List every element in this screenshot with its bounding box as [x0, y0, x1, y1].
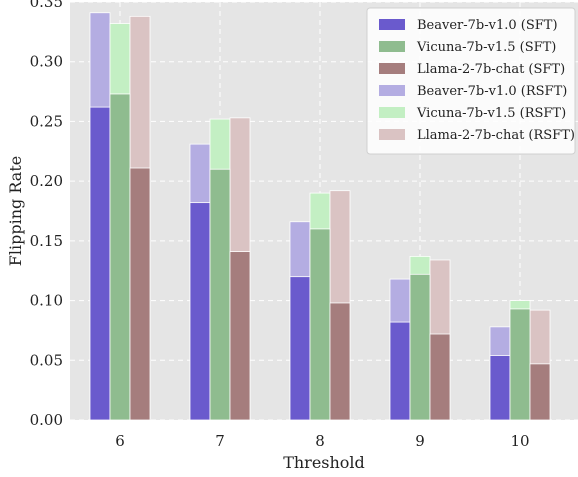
bar-vicuna-7b-v1-5-sft-8 [309, 228, 331, 421]
y-tick-label: 0.20 [30, 172, 63, 190]
bar-llama-2-7b-chat-sft-8 [329, 302, 351, 421]
x-tick-label: 10 [510, 432, 529, 450]
legend-swatch-beaver-7b-v1-0-sft [379, 19, 405, 30]
x-tick-label: 7 [215, 432, 225, 450]
x-tick-label: 9 [415, 432, 425, 450]
bar-beaver-7b-v1-0-sft-8 [289, 276, 311, 421]
legend-label-llama-2-7b-chat-sft: Llama-2-7b-chat (SFT) [417, 62, 565, 77]
legend-box [366, 7, 576, 155]
legend-swatch-vicuna-7b-v1-5-sft [379, 41, 405, 52]
legend-label-vicuna-7b-v1-5-sft: Vicuna-7b-v1.5 (SFT) [416, 40, 556, 55]
bar-llama-2-7b-chat-sft-6 [129, 167, 151, 421]
y-tick-label: 0.30 [30, 53, 63, 71]
y-tick-label: 0.10 [30, 292, 63, 310]
bars [89, 12, 551, 421]
bar-vicuna-7b-v1-5-sft-10 [509, 308, 531, 421]
y-tick-label: 0.05 [30, 351, 63, 369]
legend-swatch-llama-2-7b-chat-rsft [379, 129, 405, 140]
y-tick-label: 0.15 [30, 232, 63, 250]
legend-swatch-vicuna-7b-v1-5-rsft [379, 107, 405, 118]
legend: Beaver-7b-v1.0 (SFT) Vicuna-7b-v1.5 (SFT)… [366, 7, 576, 155]
x-tick-label: 6 [115, 432, 125, 450]
y-tick-label: 0.25 [30, 112, 63, 130]
bar-beaver-7b-v1-0-sft-6 [89, 106, 111, 421]
legend-swatch-beaver-7b-v1-0-rsft [379, 85, 405, 96]
bar-llama-2-7b-chat-sft-9 [429, 333, 451, 421]
bar-beaver-7b-v1-0-sft-10 [489, 355, 511, 421]
bar-vicuna-7b-v1-5-sft-9 [409, 273, 431, 421]
x-axis-ticks: 6 7 8 9 10 [115, 432, 529, 450]
legend-label-beaver-7b-v1-0-sft: Beaver-7b-v1.0 (SFT) [417, 18, 558, 33]
y-axis-label: Flipping Rate [6, 156, 25, 266]
x-axis-label: Threshold [283, 453, 365, 472]
bar-llama-2-7b-chat-sft-10 [529, 363, 551, 421]
bar-vicuna-7b-v1-5-sft-6 [109, 93, 131, 421]
y-tick-label: 0.35 [30, 0, 63, 11]
legend-label-beaver-7b-v1-0-rsft: Beaver-7b-v1.0 (RSFT) [417, 84, 567, 99]
legend-label-vicuna-7b-v1-5-rsft: Vicuna-7b-v1.5 (RSFT) [416, 106, 566, 121]
y-tick-label: 0.00 [30, 411, 63, 429]
y-axis-ticks: 0.00 0.05 0.10 0.15 0.20 0.25 0.30 0.35 [30, 0, 63, 429]
legend-swatch-llama-2-7b-chat-sft [379, 63, 405, 74]
bar-llama-2-7b-chat-sft-7 [229, 251, 251, 421]
bar-vicuna-7b-v1-5-sft-7 [209, 168, 231, 421]
bar-beaver-7b-v1-0-sft-7 [189, 202, 211, 421]
legend-label-llama-2-7b-chat-rsft: Llama-2-7b-chat (RSFT) [417, 128, 575, 143]
bar-beaver-7b-v1-0-sft-9 [389, 321, 411, 421]
x-tick-label: 8 [315, 432, 325, 450]
